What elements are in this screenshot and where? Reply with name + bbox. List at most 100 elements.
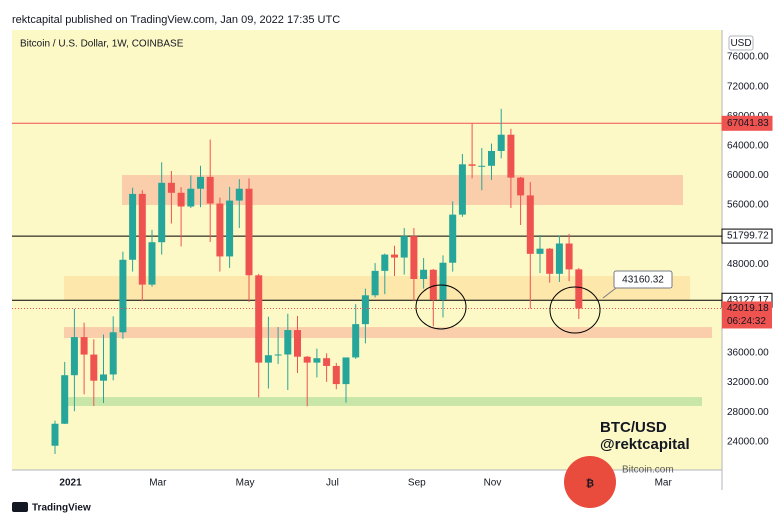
candle-body: [323, 358, 331, 366]
x-tick-label: Jul: [326, 478, 339, 489]
candle-body: [235, 188, 243, 201]
x-tick-label: Nov: [484, 478, 502, 489]
candle-body: [167, 182, 175, 193]
candle-body: [226, 200, 234, 257]
watermark-text: Bitcoin.com: [622, 465, 674, 476]
y-tick-label: 64000.00: [727, 140, 769, 151]
price-label: 43127.17: [727, 295, 769, 306]
y-tick-label: 56000.00: [727, 200, 769, 211]
candle-body: [245, 188, 253, 276]
y-tick-label: 32000.00: [727, 377, 769, 388]
candle-body: [361, 295, 369, 325]
candle-body: [197, 176, 204, 189]
last-price-label: 42019.18: [727, 303, 769, 314]
price-label: 51799.72: [727, 231, 769, 242]
candle-body: [148, 242, 156, 285]
candle-body: [119, 259, 127, 333]
candle-body: [575, 269, 583, 309]
candle-body: [439, 262, 447, 300]
candle-body: [264, 355, 272, 363]
price-label-bg: [721, 228, 773, 244]
callout-label: 43160.32: [622, 275, 664, 286]
annotation: @rektcapital: [600, 436, 690, 453]
candle-body: [488, 150, 495, 166]
candle-body: [526, 195, 534, 254]
candle-body: [129, 193, 137, 260]
annotation: BTC/USD: [600, 419, 667, 436]
candle-body: [51, 423, 59, 446]
candle-body: [420, 269, 428, 280]
footer-logo: [12, 502, 28, 512]
last-price-bg: [722, 301, 772, 329]
footer: TradingView: [32, 503, 91, 514]
candle-body: [177, 192, 185, 207]
candle-body: [458, 164, 466, 215]
candle-body: [449, 214, 457, 263]
candle-body: [517, 177, 525, 196]
candle-body: [468, 164, 476, 166]
candle-body: [138, 193, 146, 285]
candle-body: [332, 365, 340, 385]
currency-box: [728, 35, 754, 51]
candle-body: [536, 248, 544, 254]
y-tick-label: 36000.00: [727, 348, 769, 359]
candle-body: [303, 356, 311, 363]
candle-body: [497, 134, 505, 151]
y-tick-label: 24000.00: [727, 436, 769, 447]
zone: [64, 327, 712, 338]
highlight-ellipse: [549, 286, 601, 334]
candle-body: [90, 354, 98, 381]
zone: [122, 175, 683, 206]
callout-box: [613, 270, 673, 289]
x-tick-label: 2021: [59, 478, 82, 489]
callout-arrow: [602, 287, 617, 299]
candle-body: [400, 236, 408, 258]
y-tick-label: 60000.00: [727, 170, 769, 181]
y-tick-label: 48000.00: [727, 259, 769, 270]
candle-body: [294, 330, 301, 357]
candle-body: [206, 176, 214, 204]
candle-body: [429, 269, 437, 300]
candle-body: [255, 275, 263, 363]
candle-body: [187, 188, 195, 207]
candle-body: [80, 337, 88, 355]
candle-body: [342, 357, 350, 385]
candle-body: [507, 134, 515, 178]
candle-body: [410, 236, 418, 280]
watermark-logo: [564, 456, 616, 508]
price-label-bg: [721, 115, 773, 131]
candle-body: [381, 254, 389, 271]
candle-body: [70, 337, 78, 376]
candle-body: [391, 254, 398, 258]
x-tick-label: Sep: [408, 478, 426, 489]
y-tick-label: 76000.00: [727, 52, 769, 63]
candle-body: [371, 270, 379, 296]
price-label: 67041.83: [727, 118, 769, 129]
candle-body: [478, 165, 486, 167]
x-tick-label: Mar: [149, 478, 167, 489]
y-tick-label: 72000.00: [727, 81, 769, 92]
candle-body: [565, 243, 573, 270]
candle-body: [313, 358, 321, 363]
candle-body: [274, 354, 282, 356]
x-tick-label: Mar: [655, 478, 673, 489]
watermark-glyph: ₿: [586, 478, 594, 490]
candle-body: [61, 375, 69, 424]
chart-title: Bitcoin / U.S. Dollar, 1W, COINBASE: [20, 39, 184, 50]
candle-body: [216, 203, 224, 257]
header: rektcapital published on TradingView.com…: [12, 14, 340, 26]
zone: [64, 397, 702, 406]
candle-body: [284, 330, 292, 355]
x-tick-label: May: [236, 478, 255, 489]
y-tick-label: 28000.00: [727, 407, 769, 418]
highlight-ellipse: [415, 284, 467, 330]
countdown: 06:24:32: [727, 316, 766, 327]
candle-body: [109, 332, 117, 375]
candle-body: [546, 248, 554, 274]
currency: USD: [730, 38, 751, 49]
candle-body: [158, 182, 166, 243]
candle-body: [100, 374, 107, 381]
candle-body: [555, 243, 563, 274]
candle-body: [352, 324, 360, 358]
